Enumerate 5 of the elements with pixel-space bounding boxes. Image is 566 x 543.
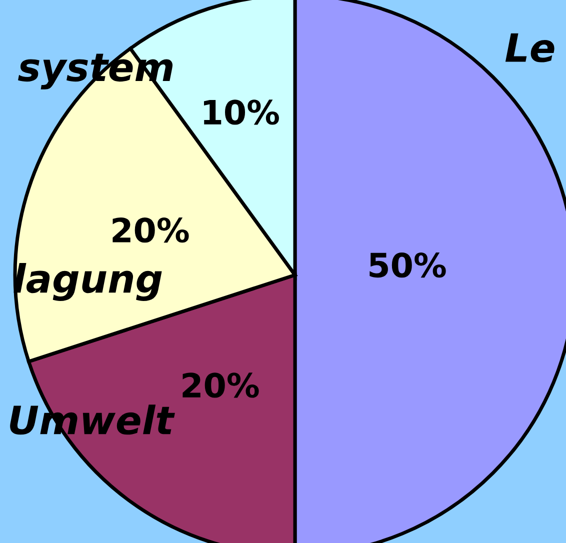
data-label: 20% xyxy=(182,372,259,398)
data-label: 10% xyxy=(204,100,279,125)
slice-label: Le xyxy=(505,33,554,62)
data-label: 50% xyxy=(370,252,446,278)
data-label: 20% xyxy=(112,217,189,243)
